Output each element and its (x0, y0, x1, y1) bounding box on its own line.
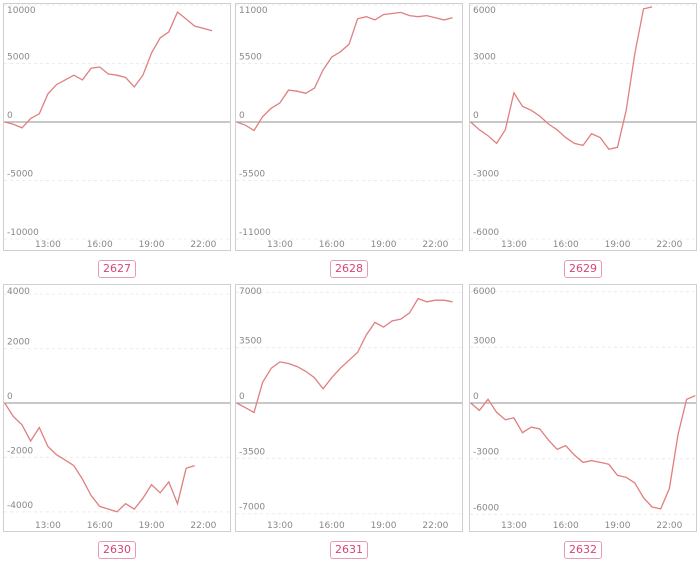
y-tick-label: -5500 (239, 170, 265, 180)
data-line (236, 297, 453, 414)
x-tick-label: 22:00 (422, 240, 448, 250)
x-tick-label: 19:00 (371, 240, 397, 250)
y-tick-label: -3000 (473, 448, 499, 458)
x-tick-label: 16:00 (87, 240, 113, 250)
chart-panel: 4000 2000 0 -2000 -4000 13:00 16:00 19:00 22:00 2… (3, 284, 231, 559)
chart-panel: 6000 3000 0 -3000 -6000 13:00 16:00 19:00 22:00 2… (469, 3, 697, 278)
x-tick-label: 22:00 (656, 240, 682, 250)
data-line (470, 6, 653, 151)
data-line (4, 402, 195, 513)
y-tick-label: 5500 (239, 53, 262, 63)
y-tick-label: -11000 (239, 228, 271, 238)
y-tick-label: 2000 (7, 338, 30, 348)
chart: 10000 5000 0 -5000 -10000 13:00 16:00 19:00 22:0… (3, 3, 231, 251)
y-tick-label: 0 (7, 392, 13, 402)
x-tick-label: 19:00 (371, 521, 397, 531)
x-tick-label: 16:00 (319, 240, 345, 250)
x-tick-label: 13:00 (267, 521, 293, 531)
x-tick-label: 16:00 (553, 521, 579, 531)
x-tick-label: 13:00 (267, 240, 293, 250)
y-tick-label: 11000 (239, 6, 268, 16)
x-tick-label: 22:00 (656, 521, 682, 531)
x-tick-label: 13:00 (501, 521, 527, 531)
y-tick-label: 4000 (7, 287, 30, 297)
y-tick-label: -6000 (473, 503, 499, 513)
y-tick-label: 0 (239, 392, 245, 402)
x-tick-label: 13:00 (501, 240, 527, 250)
y-tick-label: 6000 (473, 6, 496, 16)
y-tick-label: -6000 (473, 228, 499, 238)
y-tick-label: -10000 (7, 228, 39, 238)
chart-frame (469, 3, 697, 251)
data-line (4, 10, 213, 129)
chart-frame (235, 3, 463, 251)
y-tick-label: 3000 (473, 53, 496, 63)
x-tick-label: 22:00 (190, 521, 216, 531)
chart-frame (3, 3, 231, 251)
chart-panel: 7000 3500 0 -3500 -7000 13:00 16:00 19:00 22:00 2… (235, 284, 463, 559)
y-tick-label: -2000 (7, 446, 33, 456)
y-tick-label: 7000 (239, 287, 262, 297)
y-tick-label: -3000 (473, 170, 499, 180)
x-tick-label: 19:00 (605, 521, 631, 531)
x-tick-label: 16:00 (87, 521, 113, 531)
x-tick-label: 13:00 (35, 240, 61, 250)
chart-label[interactable]: 2631 (330, 541, 368, 559)
y-tick-label: -3500 (239, 447, 265, 457)
y-tick-label: -4000 (7, 501, 33, 511)
x-tick-label: 19:00 (139, 521, 165, 531)
chart: 11000 5500 0 -5500 -11000 13:00 16:00 19:00 22:0… (235, 3, 463, 251)
x-tick-label: 16:00 (319, 521, 345, 531)
y-tick-label: -7000 (239, 503, 265, 513)
y-tick-label: 3000 (473, 336, 496, 346)
data-line (236, 11, 453, 132)
chart-panel: 10000 5000 0 -5000 -10000 13:00 16:00 19:00 22:0… (3, 3, 231, 278)
y-tick-label: 0 (239, 111, 245, 121)
y-tick-label: 6000 (473, 287, 496, 297)
y-tick-label: 3500 (239, 337, 262, 347)
x-tick-label: 19:00 (605, 240, 631, 250)
y-tick-label: 0 (473, 392, 479, 402)
data-line (470, 395, 696, 510)
y-tick-label: 0 (7, 111, 13, 121)
x-tick-label: 13:00 (35, 521, 61, 531)
chart-label[interactable]: 2627 (98, 260, 136, 278)
y-tick-label: 0 (473, 111, 479, 121)
chart-frame (235, 284, 463, 532)
x-tick-label: 22:00 (422, 521, 448, 531)
y-tick-label: -5000 (7, 170, 33, 180)
chart-panel: 6000 3000 0 -3000 -6000 13:00 16:00 19:00 22:00 2… (469, 284, 697, 559)
chart-label[interactable]: 2629 (564, 260, 602, 278)
chart-label[interactable]: 2632 (564, 541, 602, 559)
chart-panel: 11000 5500 0 -5500 -11000 13:00 16:00 19:00 22:0… (235, 3, 463, 278)
x-tick-label: 19:00 (139, 240, 165, 250)
chart-frame (3, 284, 231, 532)
chart-label[interactable]: 2630 (98, 541, 136, 559)
chart-label[interactable]: 2628 (330, 260, 368, 278)
x-tick-label: 22:00 (190, 240, 216, 250)
y-tick-label: 10000 (7, 6, 36, 16)
x-tick-label: 16:00 (553, 240, 579, 250)
chart-frame (469, 284, 697, 532)
y-tick-label: 5000 (7, 53, 30, 63)
